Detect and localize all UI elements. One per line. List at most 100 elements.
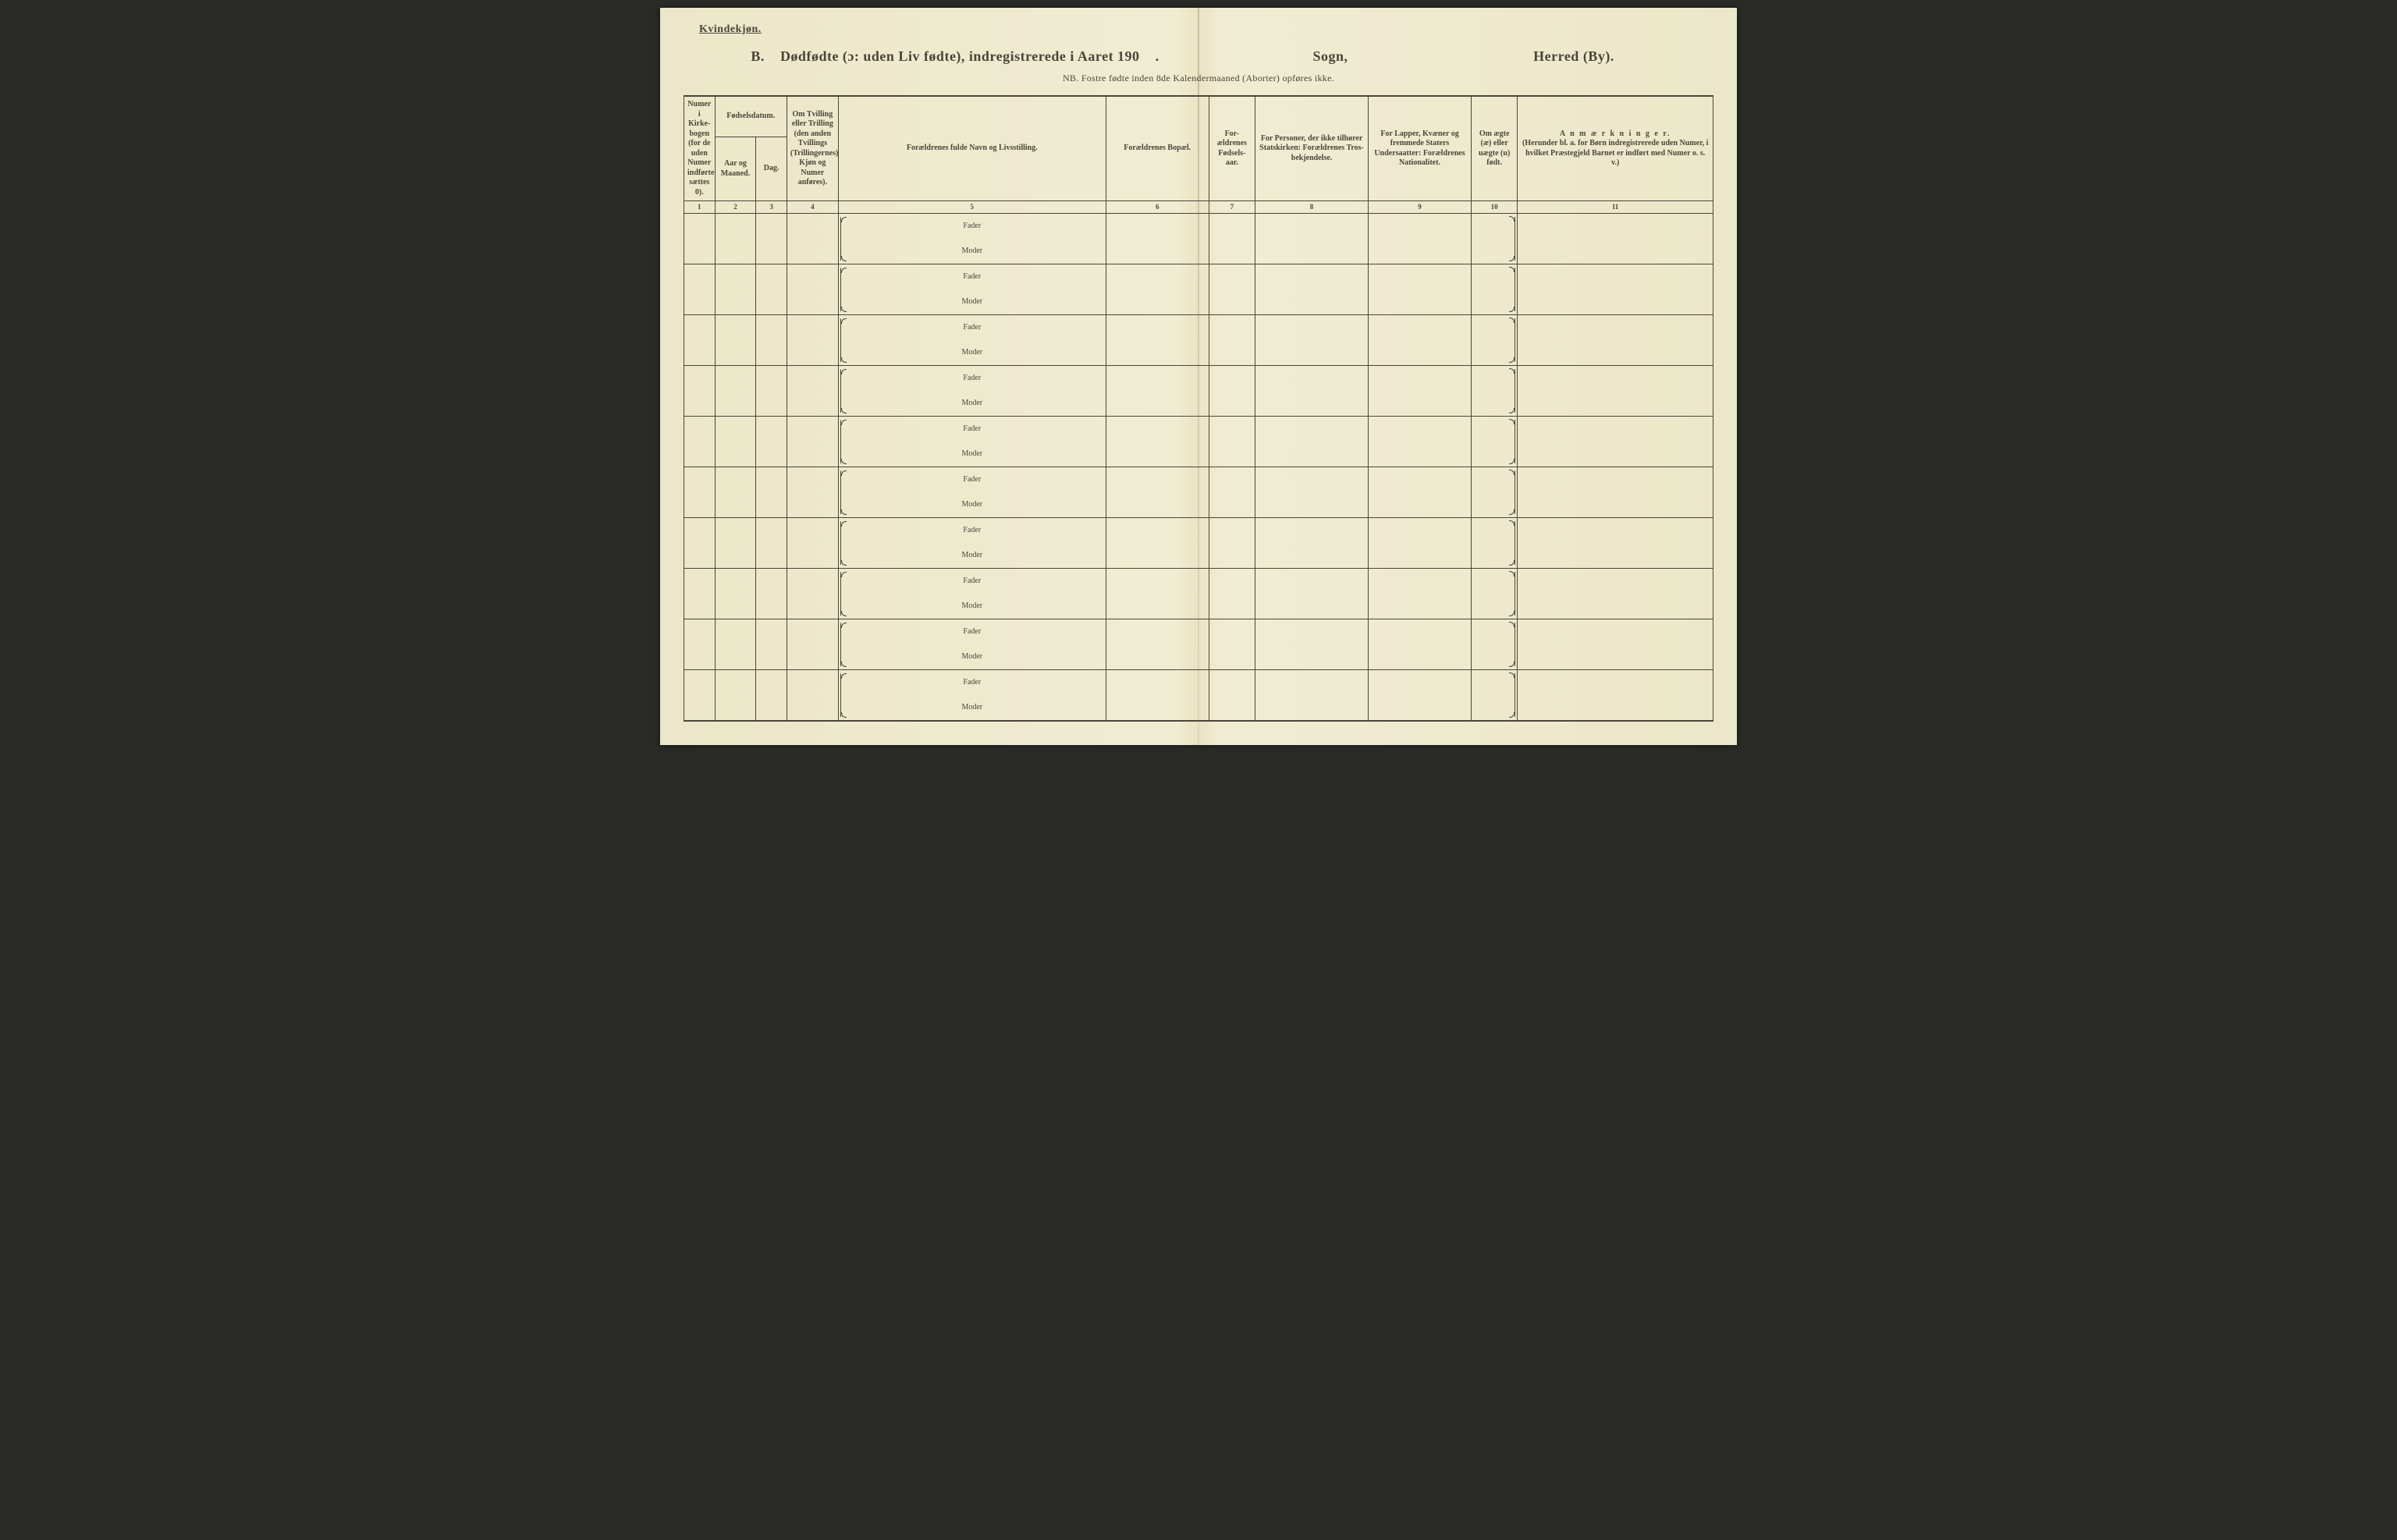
fader-label: Fader [842,573,1103,590]
cell [756,417,787,467]
moder-label: Moder [842,548,1103,564]
cell: FaderModer [838,417,1106,467]
cell [756,467,787,518]
cell [787,619,838,670]
left-brace-icon [840,623,849,666]
cell [1518,619,1713,670]
cell [1518,670,1713,722]
left-brace-icon [840,217,849,261]
cell [1209,619,1255,670]
right-brace-icon [1507,420,1515,463]
left-brace-icon [840,572,849,616]
right-brace-icon [1507,572,1515,616]
cell [1369,670,1472,722]
cell [1106,670,1209,722]
cell [715,315,756,366]
col-num-4: 4 [787,201,838,214]
col-num-5: 5 [838,201,1106,214]
moder-label: Moder [842,700,1103,716]
left-brace-icon [840,521,849,565]
cell [1369,417,1472,467]
fader-label: Fader [842,371,1103,387]
col-2-header: Aar og Maaned. [715,137,756,201]
right-brace-icon [1507,217,1515,261]
cell [1369,569,1472,619]
fader-label: Fader [842,320,1103,336]
cell [756,670,787,722]
fader-label: Fader [842,675,1103,691]
cell [715,264,756,315]
cell [787,569,838,619]
title-main: Dødfødte (ɔ: uden Liv fødte), indregistr… [780,48,1140,64]
title-dot: . [1156,48,1159,64]
col-num-7: 7 [1209,201,1255,214]
cell [684,366,716,417]
col-7-header: For- ældrenes Fødsels- aar. [1209,96,1255,201]
cell [1369,214,1472,264]
cell [715,518,756,569]
book-spine [1198,8,1199,745]
right-brace-icon [1507,268,1515,311]
cell [1255,518,1369,569]
cell [1106,315,1209,366]
fader-label: Fader [842,472,1103,488]
cell [756,214,787,264]
cell [715,366,756,417]
cell [756,569,787,619]
sogn-label: Sogn, [1312,48,1348,65]
cell: Fader Moder [838,315,1106,366]
moder-label: Moder [842,345,1103,361]
ledger-page: Kvindekjøn. B. Dødfødte (ɔ: uden Liv fød… [660,8,1737,745]
cell: FaderModer [838,619,1106,670]
right-brace-icon [1507,369,1515,413]
cell [1471,518,1517,569]
cell [1369,467,1472,518]
cell [715,569,756,619]
cell [1209,214,1255,264]
cell [1369,315,1472,366]
col-11-header: A n m æ r k n i n g e r. (Herunder bl. a… [1518,96,1713,201]
right-brace-icon [1507,673,1515,717]
col-num-3: 3 [756,201,787,214]
col-11-sub: (Herunder bl. a. for Børn indregistrered… [1521,139,1710,169]
cell [684,467,716,518]
cell [787,417,838,467]
left-brace-icon [840,318,849,362]
col-9-header: For Lapper, Kvæner og fremmede Staters U… [1369,96,1472,201]
cell [1209,264,1255,315]
cell [1471,264,1517,315]
cell [684,619,716,670]
cell [1255,417,1369,467]
cell [1518,366,1713,417]
col-num-9: 9 [1369,201,1472,214]
cell [787,264,838,315]
cell [715,467,756,518]
cell [715,417,756,467]
cell [1471,214,1517,264]
cell [684,518,716,569]
cell [1518,569,1713,619]
cell [1369,619,1472,670]
col-num-6: 6 [1106,201,1209,214]
cell: FaderModer [838,518,1106,569]
fader-label: Fader [842,218,1103,235]
cell [756,619,787,670]
cell [1518,417,1713,467]
cell [1471,670,1517,722]
cell [756,366,787,417]
cell [1518,214,1713,264]
cell [1369,518,1472,569]
cell [1209,417,1255,467]
cell [756,315,787,366]
col-10-header: Om ægte (æ) eller uægte (u) født. [1471,96,1517,201]
gender-heading: Kvindekjøn. [699,23,1713,36]
cell [1518,315,1713,366]
col-num-1: 1 [684,201,716,214]
col-1-header: Numer i Kirke- bogen (for de uden Numer … [684,96,716,201]
cell [1471,569,1517,619]
cell [684,214,716,264]
right-brace-icon [1507,623,1515,666]
moder-label: Moder [842,294,1103,310]
fader-label: Fader [842,421,1103,438]
herred-label: Herred (By). [1533,48,1614,65]
